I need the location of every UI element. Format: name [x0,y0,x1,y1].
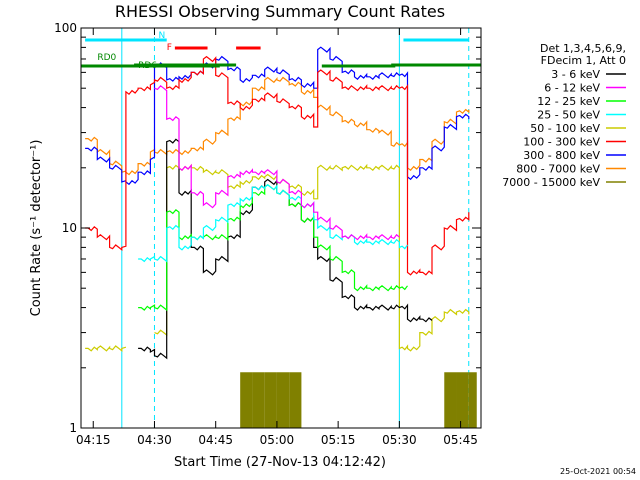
legend-label: 100 - 300 keV [523,136,600,149]
series-line [85,76,470,176]
legend-label: 6 - 12 keV [544,82,600,95]
legend-header: FDecim 1, Att 0 [541,54,626,67]
legend-label: 12 - 25 keV [537,95,600,108]
legend-entry: 3 - 6 keV [551,68,626,81]
y-tick-label: 10 [62,221,77,235]
x-tick-label: 04:30 [137,433,172,447]
legend-label: 50 - 100 keV [530,122,600,135]
legend-header: Det 1,3,4,5,6,9, [540,42,626,55]
flag-rd6: RD6 [134,61,481,71]
y-tick-label: 1 [69,421,77,435]
series-line [154,84,400,241]
series-6-12-keV-kev [154,84,400,241]
x-tick-label: 04:45 [198,433,233,447]
series-50-100-keV-kev [85,163,470,353]
y-axis-label: Count Rate (s⁻¹ detector⁻¹) [29,140,44,317]
legend-label: 25 - 50 keV [537,109,600,122]
flag-bars: NF RD0 RD6 [81,31,481,71]
x-tick-label: 04:15 [76,433,111,447]
series-line [85,55,470,276]
flag-label: RD0 [97,53,116,63]
flag-rd0: RD0 [81,53,396,68]
series-block [444,372,457,428]
legend-entry: 50 - 100 keV [530,122,626,135]
legend-entry: 300 - 800 keV [523,149,626,162]
series-block [252,372,265,428]
series-block [240,372,253,428]
legend-label: 800 - 7000 keV [516,163,600,176]
x-tick-label: 05:30 [382,433,417,447]
series-line [85,163,470,353]
series-line [138,184,408,263]
flag-label: RD6 [138,61,157,71]
legend-label: 3 - 6 keV [551,68,600,81]
legend: Det 1,3,4,5,6,9,FDecim 1, Att 03 - 6 keV… [502,42,626,189]
legend-entry: 12 - 25 keV [537,95,626,108]
legend-entry: 6 - 12 keV [544,82,626,95]
flag-f: F [167,43,261,53]
x-axis-label: Start Time (27-Nov-13 04:12:42) [174,455,386,470]
x-tick-label: 05:00 [260,433,295,447]
series-block [264,372,277,428]
legend-label: 300 - 800 keV [523,149,600,162]
series-block [468,372,477,428]
generation-timestamp: 25-Oct-2021 00:54 [560,467,636,476]
series-25-50-keV-kev [138,184,408,263]
flag-label: F [167,43,172,53]
x-tick-label: 05:15 [321,433,356,447]
legend-entry: 7000 - 15000 keV [502,176,626,189]
legend-entry: 25 - 50 keV [537,109,626,122]
series-100-300-keV-kev [85,55,470,276]
series-block [276,372,290,428]
legend-entry: 800 - 7000 keV [516,163,626,176]
flag-label: N [159,31,166,41]
legend-label: 7000 - 15000 keV [502,176,600,189]
series-layer [85,46,477,428]
flag-n: N [85,31,469,42]
y-axis-ticks: 1 10 100 [54,21,481,435]
series-block [289,372,302,428]
legend-entry: 100 - 300 keV [523,136,626,149]
series-300-800-keV-kev [85,46,470,186]
series-800-7000-keV-kev [85,76,470,176]
series-line [85,46,470,186]
x-axis-ticks: 04:15 04:30 04:45 05:00 05:15 05:30 05:45 [76,28,478,447]
y-tick-label: 100 [54,21,77,35]
series-block [456,372,469,428]
x-tick-label: 05:45 [443,433,478,447]
series-7000-15000-keV-kev [240,372,477,428]
chart-title: RHESSI Observing Summary Count Rates [115,2,445,21]
